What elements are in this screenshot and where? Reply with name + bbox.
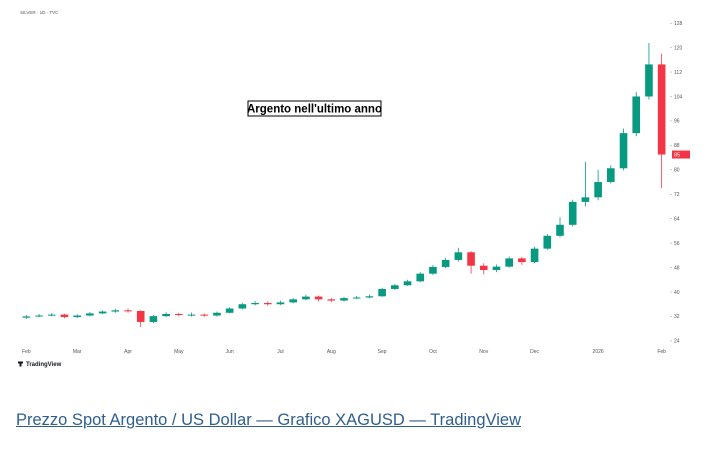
candle-body (657, 64, 666, 155)
candle-body (35, 315, 43, 317)
x-tick-label: Nov (479, 349, 488, 355)
y-tick-label: 104 (674, 94, 683, 100)
candle-body (416, 273, 425, 282)
candle-body (378, 288, 386, 297)
candle-body (289, 299, 297, 303)
candle-body (568, 201, 577, 225)
brand-logo (18, 361, 23, 367)
x-tick-label: Oct (429, 349, 437, 355)
y-tick-label: 48 (674, 265, 680, 271)
x-tick-label: Jun (226, 349, 234, 355)
candle-body (22, 316, 31, 318)
annotation: Argento nell'ultimo anno (247, 104, 382, 116)
x-tick-label: Feb (22, 349, 31, 355)
y-tick-label: 64 (674, 216, 680, 222)
x-tick-label: Feb (657, 349, 666, 355)
y-tick-label: 80 (674, 168, 680, 174)
candle-body (365, 296, 374, 298)
candle-body (251, 303, 259, 305)
x-tick-label: Aug (327, 349, 336, 355)
candle-body (492, 266, 501, 271)
x-tick-label: 2026 (593, 349, 604, 355)
candle-body (403, 281, 412, 286)
x-tick-label: Jul (277, 349, 283, 355)
candle-body (581, 197, 590, 202)
candle-body (327, 299, 336, 301)
chart: SILVER · 1D · TVC Argento nell'ultimo an… (16, 8, 692, 372)
candle-body (200, 314, 209, 316)
candle-body (47, 314, 56, 316)
candle-body (479, 265, 488, 271)
candle-body (60, 314, 69, 318)
candle-body (645, 64, 653, 97)
candle-body (619, 133, 628, 169)
chart-header: SILVER · 1D · TVC (20, 10, 59, 15)
y-tick-label: 32 (674, 314, 680, 320)
candle-body (302, 296, 310, 300)
candle-body (594, 182, 602, 198)
candle-body (454, 252, 463, 260)
candle-body (276, 302, 285, 305)
candle-body (314, 296, 323, 300)
y-tick-label: 112 (674, 70, 682, 76)
candle-body (441, 259, 450, 267)
candle-body (391, 285, 399, 289)
candle-body (149, 316, 158, 322)
candle-body (225, 308, 234, 313)
candle-body (340, 298, 348, 301)
candle-body (263, 303, 272, 305)
candle-body (352, 297, 361, 299)
x-tick-label: Dec (530, 349, 539, 355)
y-tick-label: 72 (674, 192, 680, 198)
candle-body (98, 311, 107, 314)
y-tick-label: 56 (674, 241, 680, 247)
annotation-box (247, 100, 382, 117)
candle-body (530, 248, 539, 263)
candle-body (175, 314, 183, 316)
candle-body (213, 312, 221, 316)
y-tick-label: 96 (674, 119, 680, 125)
y-tick-label: 24 (674, 339, 680, 345)
x-tick-label: Apr (124, 349, 132, 355)
last-price-box (672, 150, 690, 159)
candle-body (238, 304, 247, 309)
candle-body (73, 315, 81, 318)
x-tick-label: May (174, 349, 184, 355)
last-price-label: 85 (674, 153, 680, 159)
candle-body (607, 168, 615, 183)
candle-body (505, 258, 513, 267)
brand: TradingView (26, 362, 62, 368)
candle-body (86, 313, 94, 316)
y-tick-label: 120 (674, 45, 683, 51)
y-tick-label: 128 (674, 21, 683, 27)
candle-body (136, 310, 145, 322)
candle-body (543, 235, 552, 249)
x-tick-label: Mar (73, 349, 82, 355)
candle-body (518, 258, 526, 263)
candle-body (162, 314, 170, 317)
x-tick-label: Sep (378, 349, 387, 355)
chart-background (16, 8, 692, 372)
candle-body (556, 224, 564, 236)
source-link[interactable]: Prezzo Spot Argento / US Dollar — Grafic… (16, 411, 521, 429)
candle-body (429, 266, 437, 274)
candle-body (187, 314, 196, 316)
candle-body (111, 310, 120, 312)
candle-body (124, 310, 132, 312)
y-tick-label: 40 (674, 290, 680, 296)
y-tick-label: 88 (674, 143, 680, 149)
candle-body (467, 252, 475, 266)
candle-body (632, 96, 641, 134)
